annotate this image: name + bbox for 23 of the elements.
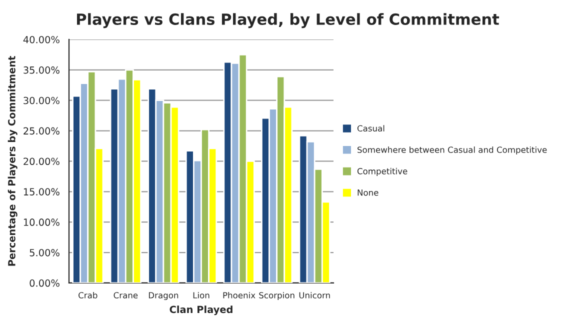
y-tick-label: 30.00% (24, 96, 60, 104)
y-tick-label: 15.00% (24, 188, 60, 196)
y-tick-label: 20.00% (24, 158, 60, 166)
y-tick-label: 5.00% (30, 248, 60, 256)
x-tick-label: Crab (78, 292, 98, 298)
x-tick-label: Unicorn (299, 292, 330, 298)
x-tick-label: Phoenix (223, 292, 256, 298)
x-tick-label: Lion (193, 292, 210, 298)
legend-label: Somewhere between Casual and Competitive (358, 146, 547, 155)
y-tick-label: 25.00% (24, 127, 60, 135)
legend-label: Competitive (357, 168, 408, 176)
y-tick-label: 40.00% (23, 36, 60, 44)
chart-title: Players vs Clans Played, by Level of Commitment (77, 13, 500, 28)
x-axis-title: Clan Played (170, 306, 232, 316)
y-tick-label: 10.00% (24, 218, 60, 226)
y-tick-label: 35.00% (24, 66, 60, 74)
x-tick-label: Scorpion (259, 292, 294, 300)
legend-label: Casual (357, 125, 384, 132)
x-tick-label: Crane (114, 292, 138, 298)
y-axis-title: Percentage of Players by Commitment (8, 56, 18, 266)
legend-label: None (358, 190, 378, 196)
y-tick-label: 0.00% (30, 279, 60, 287)
x-tick-label: Dragon (148, 292, 178, 300)
